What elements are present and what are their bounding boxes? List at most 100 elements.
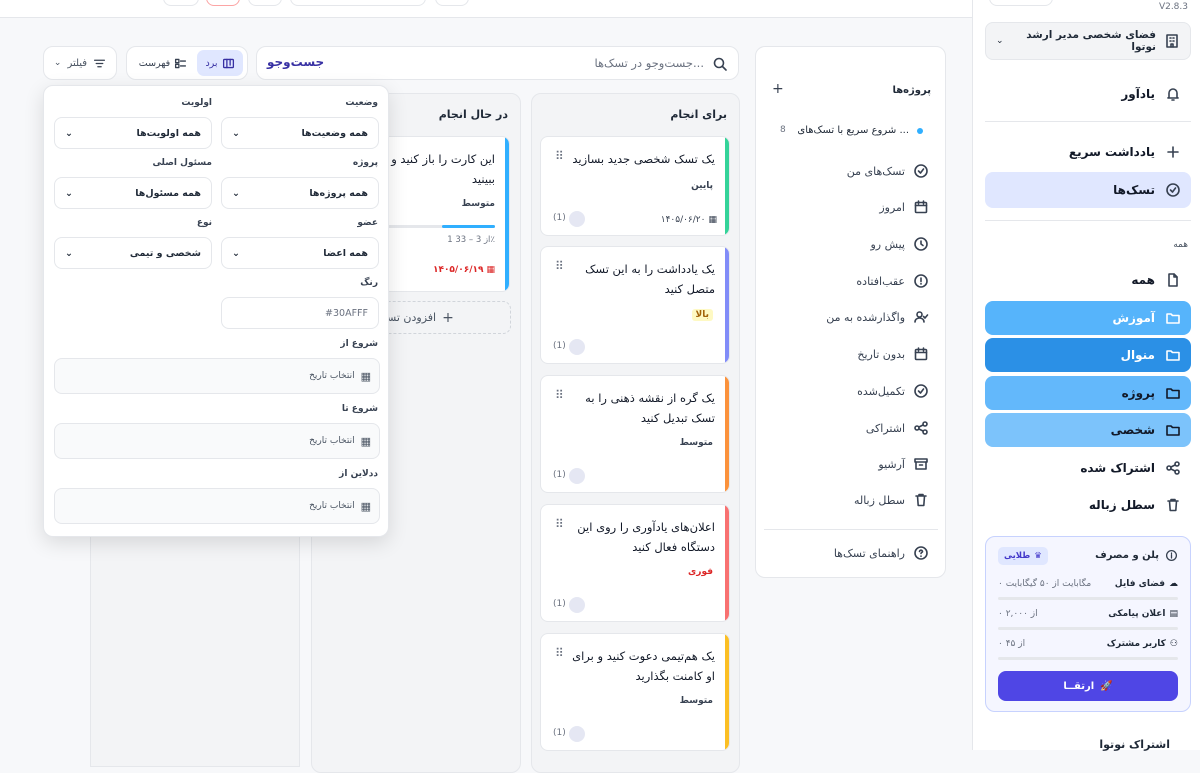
plan-header: پلن و مصرف: [1095, 549, 1178, 562]
proj-my-tasks[interactable]: تسک‌های من: [847, 163, 929, 179]
type-select[interactable]: شخصی و تیمی ⌄: [54, 237, 212, 269]
filter-button[interactable]: ⌄ فیلتر: [43, 46, 117, 80]
upgrade-button[interactable]: ارتقــا 🚀: [998, 671, 1178, 701]
usage-label: اعلان پیامکی ▤: [1108, 609, 1178, 619]
avatar[interactable]: [569, 468, 585, 484]
progress-text: 1 از 3 – 33٪: [447, 235, 495, 245]
usage-bar: [998, 627, 1178, 630]
top-tab[interactable]: [435, 0, 469, 6]
sidebar-quick-note-label: یادداشت سریع: [1068, 145, 1155, 159]
list-label: فهرست: [138, 57, 171, 69]
priority-badge: فوری: [688, 567, 713, 577]
priority-badge: بالا: [691, 309, 713, 321]
priority-label: اولویت: [181, 98, 212, 108]
project-value: همه پروژه‌ها: [309, 187, 368, 199]
task-card[interactable]: یک گره از نقشه ذهنی را به تسک تبدیل کنید…: [540, 375, 730, 493]
calendar-icon: ▦: [360, 434, 371, 448]
card-date: ۱۴۰۵/۰۶/۲۰: [660, 215, 706, 225]
task-card[interactable]: اعلان‌های یادآوری را روی این دستگاه فعال…: [540, 504, 730, 622]
date-placeholder: انتخاب تاریخ: [309, 436, 355, 446]
sidebar-trash[interactable]: سطل زباله: [985, 488, 1191, 522]
rocket-icon: 🚀: [1100, 680, 1113, 692]
proj-shared[interactable]: اشتراکی: [866, 420, 929, 436]
folder-education[interactable]: آموزش: [985, 301, 1191, 335]
usage-value: ۰ مگابایت از ۵۰ گیگابایت: [998, 579, 1092, 589]
folder-manual[interactable]: منوال: [985, 338, 1191, 372]
color-input[interactable]: #30AFFF: [221, 297, 379, 329]
project-select[interactable]: همه پروژه‌ها ⌄: [221, 177, 379, 209]
usage-label: کاربر مشترک ⚇: [1107, 639, 1178, 649]
column-edge: [90, 537, 300, 767]
proj-assigned[interactable]: واگذارشده به من: [826, 309, 929, 325]
sidebar-tasks[interactable]: تسک‌ها: [985, 172, 1191, 208]
quick-start-item[interactable]: شروع سریع با تسک‌های ...: [797, 125, 923, 136]
member-select[interactable]: همه اعضا ⌄: [221, 237, 379, 269]
version-label: V2.8.3: [1158, 2, 1188, 12]
view-switcher: برد فهرست: [126, 46, 248, 80]
quick-start-count: 8: [780, 125, 786, 135]
folder-label: منوال: [1120, 348, 1155, 362]
drag-handle-icon[interactable]: ⠿: [555, 259, 564, 273]
avatar[interactable]: [569, 597, 585, 613]
status-select[interactable]: همه وضعیت‌ها ⌄: [221, 117, 379, 149]
plus-icon: [1167, 146, 1179, 158]
avatar[interactable]: [569, 211, 585, 227]
proj-archive[interactable]: آرشیو: [878, 456, 929, 472]
proj-label: واگذارشده به من: [826, 310, 905, 324]
top-tab[interactable]: [163, 0, 199, 6]
proj-overdue[interactable]: عقب‌افتاده: [856, 273, 929, 289]
sidebar-shared[interactable]: اشتراک شده: [985, 451, 1191, 485]
top-tab[interactable]: [290, 0, 426, 6]
tasks-guide-link[interactable]: راهنمای تسک‌ها: [834, 545, 929, 561]
drag-handle-icon[interactable]: ⠿: [555, 388, 564, 402]
sidebar-reminder[interactable]: یادآور: [985, 77, 1191, 111]
folder-personal[interactable]: شخصی: [985, 413, 1191, 447]
top-tab-active[interactable]: [206, 0, 240, 6]
task-card[interactable]: یک تسک شخصی جدید بسازید ⠿ پایین ۱۴۰۵/۰۶/…: [540, 136, 730, 236]
proj-upcoming[interactable]: پیش رو: [870, 236, 929, 252]
deadline-from-label: ددلاین از: [339, 469, 378, 479]
folder-project[interactable]: پروژه: [985, 376, 1191, 410]
search-bar[interactable]: جست‌وجو در تسک‌ها... جست‌وجو: [256, 46, 739, 80]
proj-completed[interactable]: تکمیل‌شده: [857, 383, 929, 399]
proj-no-date[interactable]: بدون تاریخ: [857, 346, 929, 362]
add-project-button[interactable]: +: [772, 81, 784, 97]
trash-icon: [1167, 498, 1179, 512]
list-view-button[interactable]: فهرست: [135, 50, 191, 76]
folder-label: شخصی: [1110, 423, 1155, 437]
top-sidebar-button[interactable]: [989, 0, 1053, 6]
task-card[interactable]: یک هم‌تیمی دعوت کنید و برای او کامنت بگذ…: [540, 633, 730, 751]
archive-icon: [914, 458, 928, 470]
drag-handle-icon[interactable]: ⠿: [555, 149, 564, 163]
check-circle-icon: [1166, 183, 1180, 197]
priority-select[interactable]: همه اولویت‌ها ⌄: [54, 117, 212, 149]
subscription-link[interactable]: اشتراک نوتوا: [1099, 738, 1170, 751]
top-tab[interactable]: [248, 0, 282, 6]
proj-label: بدون تاریخ: [857, 347, 905, 361]
drag-handle-icon[interactable]: ⠿: [555, 646, 564, 660]
owner-select[interactable]: همه مسئول‌ها ⌄: [54, 177, 212, 209]
proj-today[interactable]: امروز: [879, 199, 929, 215]
proj-trash[interactable]: سطل زباله: [854, 492, 929, 508]
column-title: برای انجام: [670, 108, 727, 121]
workspace-label: فضای شخصی مدیر ارشد نوتوا: [1026, 29, 1156, 53]
start-from-picker[interactable]: انتخاب تاریخ ▦: [54, 358, 380, 394]
task-card[interactable]: یک یادداشت را به این تسک متصل کنید ⠿ بال…: [540, 246, 730, 364]
avatar[interactable]: [569, 339, 585, 355]
avatar[interactable]: [569, 726, 585, 742]
card-color-bar: [505, 137, 509, 291]
users-icon: ⚇: [1169, 639, 1178, 649]
board-view-button[interactable]: برد: [197, 50, 243, 76]
sidebar-quick-note[interactable]: یادداشت سریع: [985, 135, 1191, 169]
card-color-bar: [725, 634, 729, 750]
progress-track: [335, 225, 495, 228]
proj-label: پیش رو: [870, 237, 905, 251]
card-title: یک گره از نقشه ذهنی را به تسک تبدیل کنید: [585, 391, 715, 425]
start-to-picker[interactable]: انتخاب تاریخ ▦: [54, 423, 380, 459]
sidebar-all[interactable]: همه: [985, 263, 1191, 297]
deadline-from-picker[interactable]: انتخاب تاریخ ▦: [54, 488, 380, 524]
drag-handle-icon[interactable]: ⠿: [555, 517, 564, 531]
workspace-selector[interactable]: فضای شخصی مدیر ارشد نوتوا ⌄: [985, 22, 1191, 60]
proj-label: عقب‌افتاده: [856, 274, 905, 288]
info-icon: [1165, 549, 1178, 562]
